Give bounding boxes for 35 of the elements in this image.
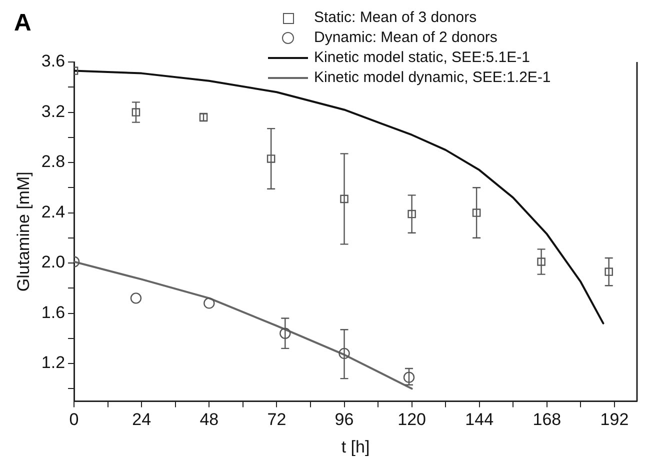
point (132, 108, 140, 116)
x-tick-label: 144 (465, 410, 494, 430)
y-tick-label: 2.4 (41, 202, 66, 222)
point (537, 258, 546, 266)
point (408, 210, 416, 218)
x-tick-label: 192 (600, 410, 629, 430)
point (266, 154, 276, 163)
point (280, 328, 291, 339)
point (604, 268, 613, 276)
x-tick-label: 96 (334, 410, 354, 430)
x-tick-label: 0 (69, 410, 79, 430)
legend-label: Dynamic: Mean of 2 donors (314, 28, 498, 48)
point (403, 372, 415, 383)
x-axis-title: t [h] (341, 437, 370, 456)
legend-label: Kinetic model static, SEE:5.1E-1 (314, 48, 530, 68)
y-tick-label: 3.2 (41, 102, 66, 121)
text: A (14, 10, 32, 37)
point (338, 348, 350, 360)
y-tick-label: 2.0 (41, 252, 66, 272)
y-tick-label: 1.2 (41, 353, 66, 372)
y-tick-label: 3.6 (41, 52, 66, 71)
x-tick-label: 24 (132, 410, 152, 430)
x-tick-label: 120 (398, 410, 426, 430)
x-tick-label: 168 (532, 410, 562, 430)
point (340, 194, 348, 204)
point (204, 298, 215, 309)
point (472, 208, 481, 217)
legend-label: Kinetic model dynamic, SEE:1.2E-1 (314, 68, 551, 88)
y-axis-title: Glutamine [mM] (14, 172, 33, 292)
y-tick-label: 2.8 (41, 152, 66, 172)
x-tick-label: 72 (267, 410, 286, 430)
x-tick-label: 48 (200, 410, 219, 430)
legend-label: Static: Mean of 3 donors (314, 8, 477, 28)
point (130, 292, 142, 304)
y-tick-label: 1.6 (41, 302, 66, 322)
